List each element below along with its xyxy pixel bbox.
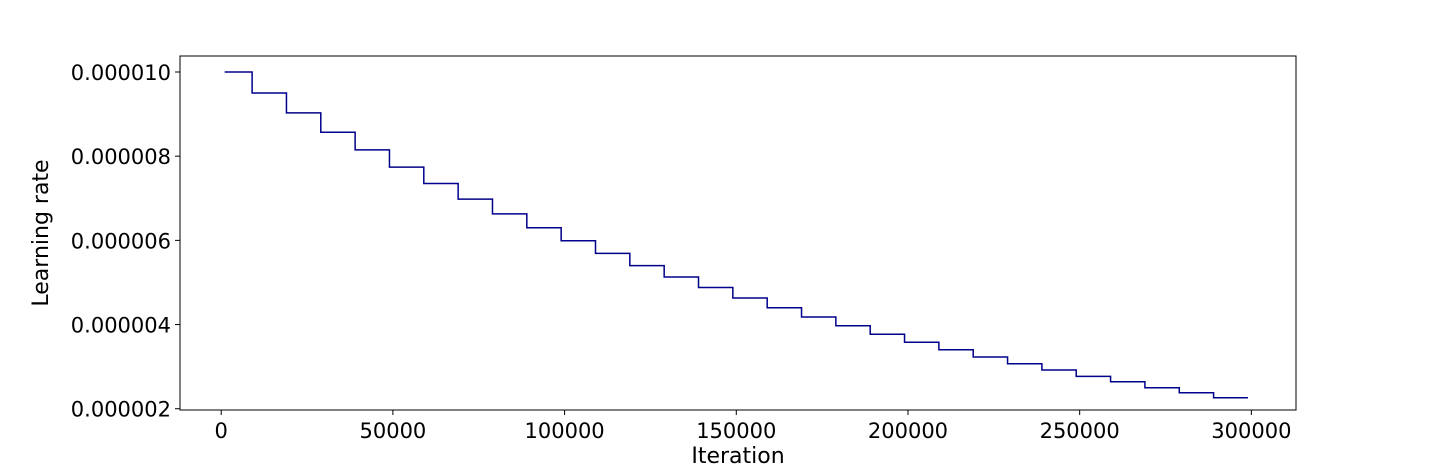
y-tick-label: 0.000010 [71,61,171,85]
plot-frame [179,55,1297,411]
x-axis-label: Iteration [691,444,784,468]
x-tick-label: 0 [215,419,228,443]
y-tick-label: 0.000002 [71,398,171,422]
x-tick-label: 300000 [1211,419,1291,443]
x-tick-label: 250000 [1040,419,1120,443]
x-tick-label: 50000 [359,419,426,443]
x-axis-ticks: 0 50000 100000 150000 200000 250000 300000 [215,410,1291,443]
y-axis-ticks: 0.000002 0.000004 0.000006 0.000008 0.000010 [71,61,180,422]
y-tick-label: 0.000004 [71,314,171,338]
x-tick-label: 100000 [525,419,605,443]
y-tick-label: 0.000006 [71,229,171,253]
learning-rate-line [224,71,1248,399]
y-axis-label: Learning rate [29,159,54,306]
x-tick-label: 150000 [696,419,776,443]
x-tick-label: 200000 [868,419,948,443]
y-tick-label: 0.000008 [71,145,171,169]
